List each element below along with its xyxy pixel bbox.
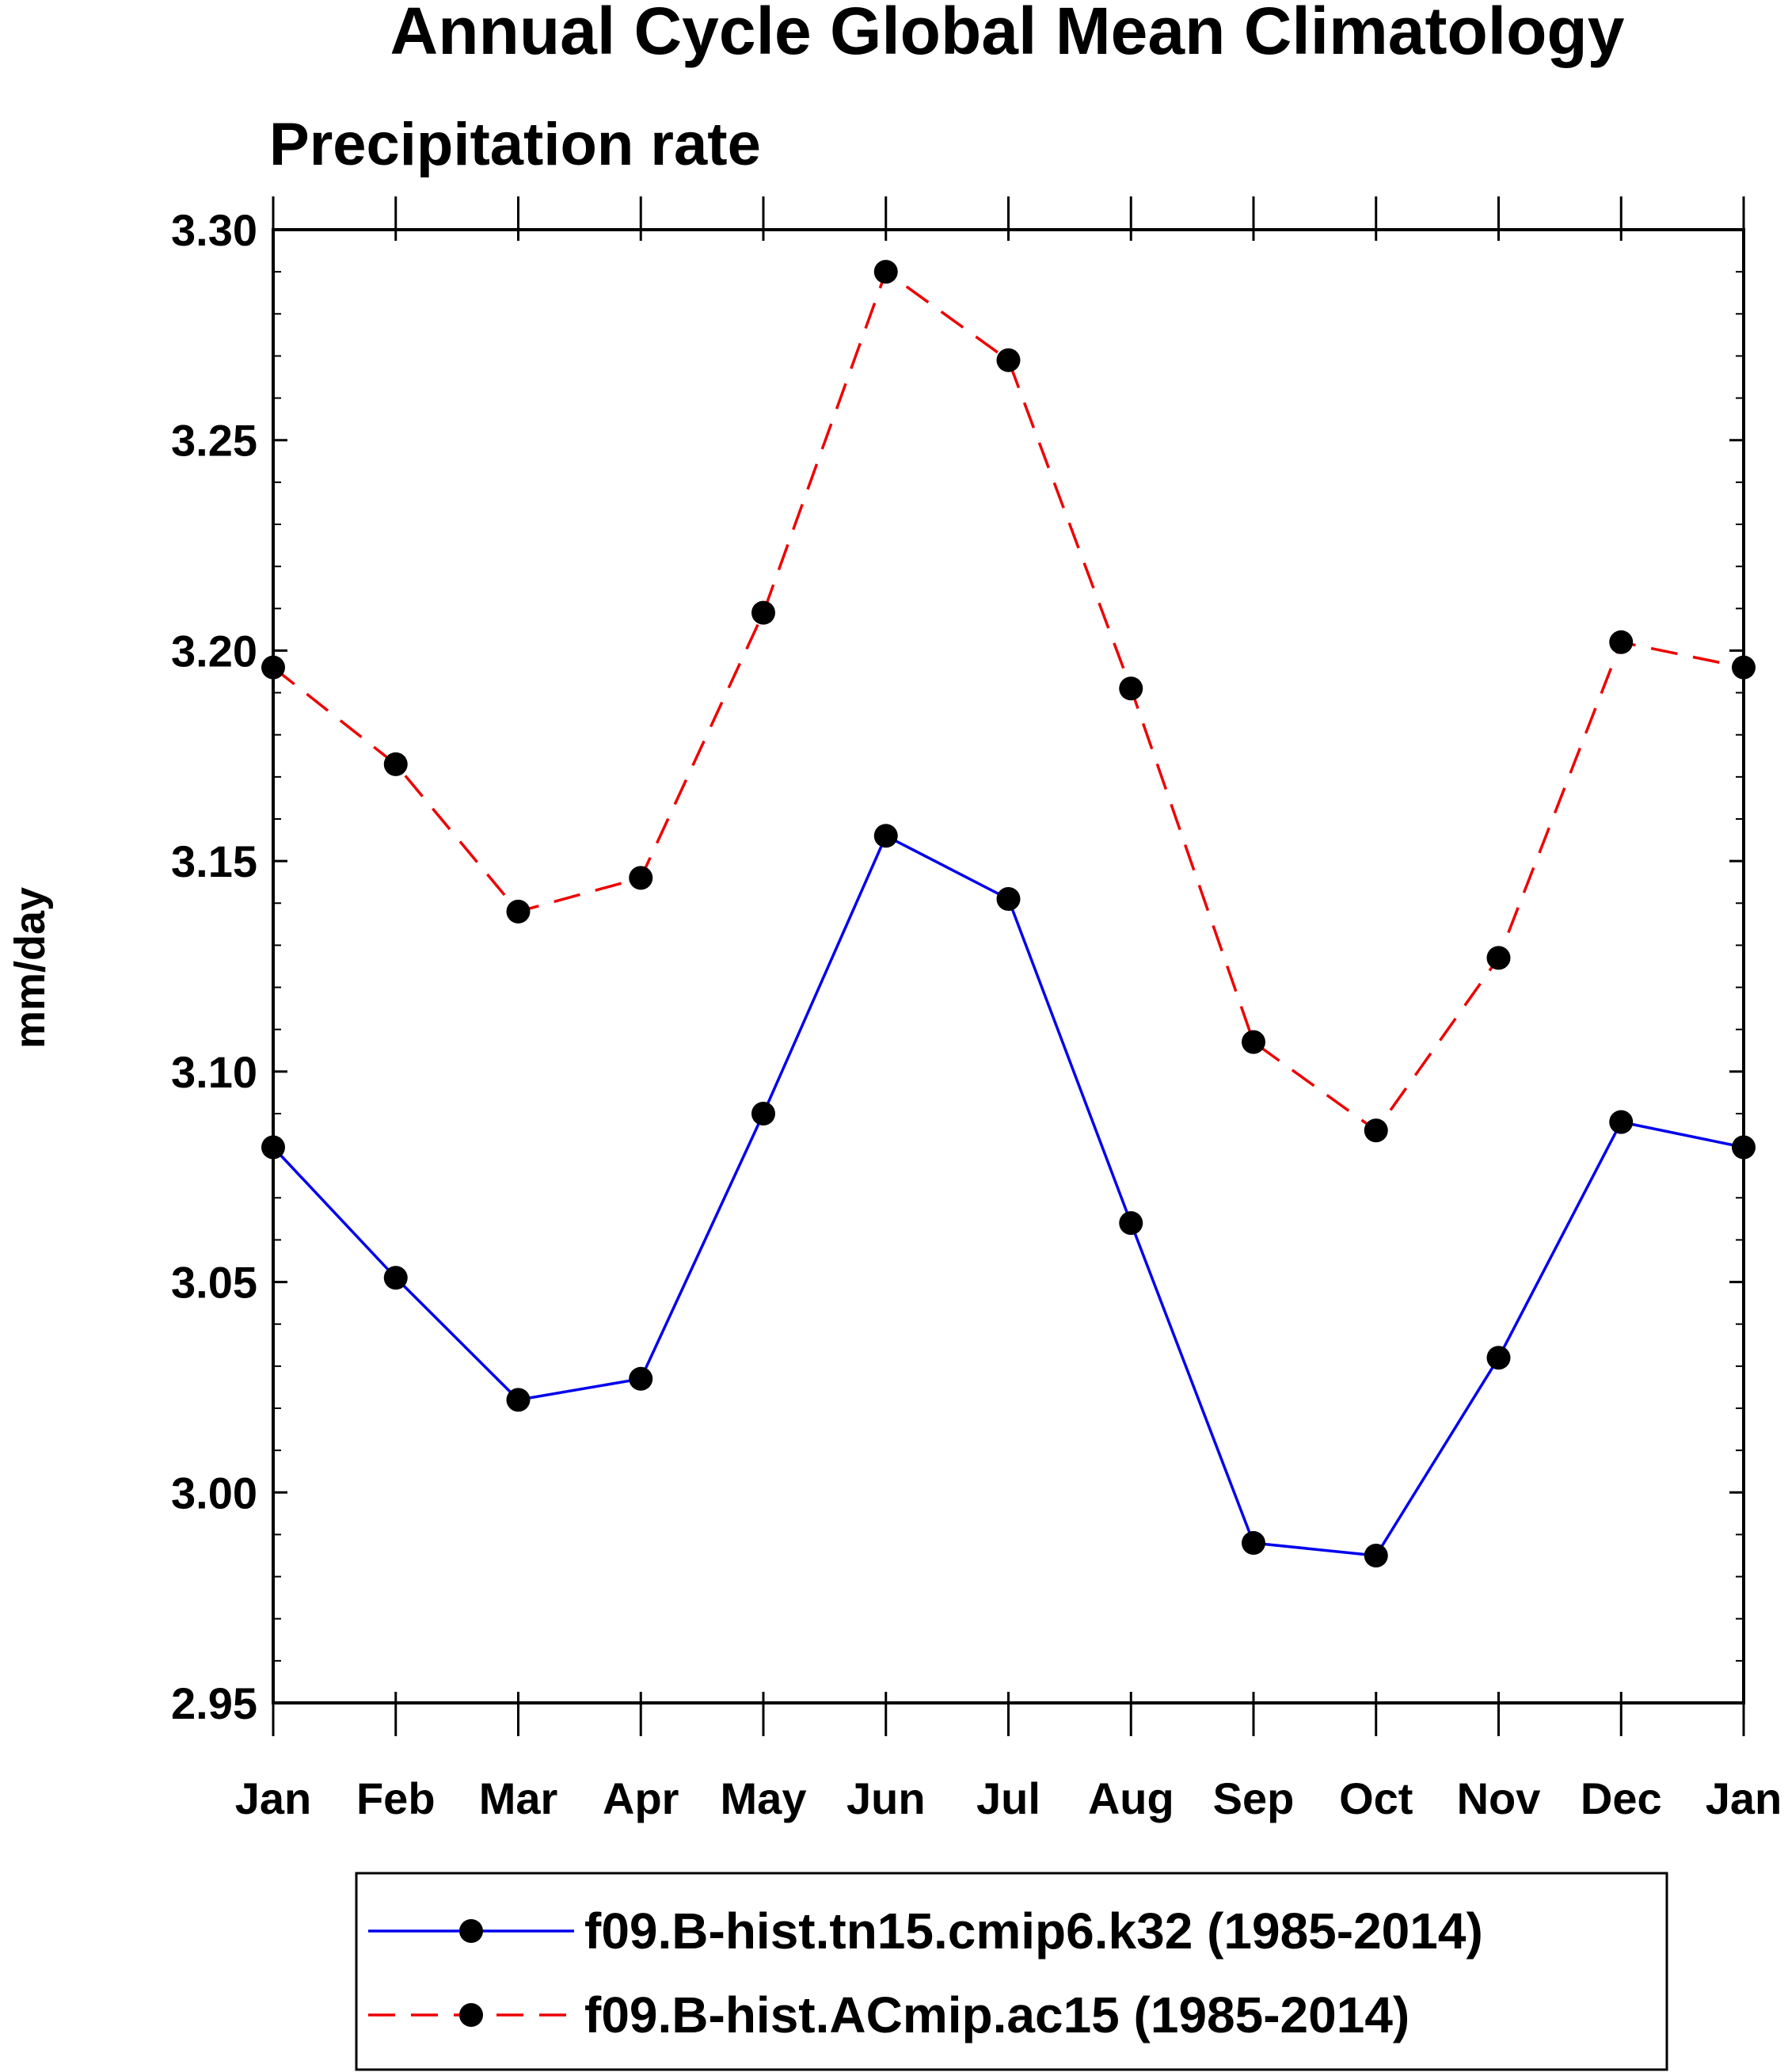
y-tick-label: 3.10	[171, 1047, 257, 1097]
series-2-point	[506, 899, 531, 924]
axis-ticks	[272, 196, 1745, 1736]
series-1-point	[873, 824, 898, 848]
series-2-point	[996, 348, 1021, 372]
series-2-point	[1242, 1030, 1265, 1054]
x-tick-label: Jan	[1706, 1773, 1782, 1823]
series-line-2	[272, 269, 1744, 1133]
series-2-point	[751, 600, 775, 625]
series-1-point	[383, 1266, 408, 1290]
legend-box	[355, 1872, 1668, 2071]
series-1-point	[261, 1135, 285, 1160]
y-tick-label: 3.05	[171, 1258, 257, 1308]
legend: f09.B-hist.tn15.cmip6.k32 (1985-2014) f09…	[368, 1903, 1483, 2043]
y-tick-label: 2.95	[171, 1678, 257, 1728]
series-2-point	[1609, 630, 1634, 654]
y-axis-label: mm/day	[6, 887, 54, 1049]
series-line-1	[272, 833, 1744, 1557]
series-1-point	[1486, 1346, 1511, 1370]
y-tick-label: 3.00	[171, 1468, 257, 1518]
chart-title: Annual Cycle Global Mean Climatology	[390, 0, 1625, 68]
series-2-point	[383, 752, 408, 776]
series-2-point	[1119, 676, 1143, 701]
y-tick-label: 3.15	[171, 836, 257, 886]
data-series	[261, 260, 1756, 1567]
plot-frame	[272, 228, 1745, 1704]
legend-marker-2	[459, 2003, 483, 2027]
legend-label-1: f09.B-hist.tn15.cmip6.k32 (1985-2014)	[584, 1903, 1483, 1960]
x-tick-label: Nov	[1457, 1773, 1541, 1823]
x-tick-label: Feb	[356, 1773, 436, 1823]
y-tick-label: 3.20	[171, 626, 257, 676]
series-1-point	[751, 1102, 775, 1126]
y-tick-labels: 2.95 3.00 3.05 3.10 3.15 3.20 3.25 3.30	[171, 205, 257, 1728]
series-2-point	[873, 260, 898, 284]
series-1-point	[1119, 1211, 1143, 1236]
series-1-point	[996, 886, 1021, 911]
series-1-point	[1732, 1135, 1756, 1160]
x-tick-label: Jul	[976, 1773, 1040, 1823]
x-tick-label: Dec	[1581, 1773, 1662, 1823]
series-1-point	[1242, 1531, 1265, 1556]
legend-label-2: f09.B-hist.ACmip.ac15 (1985-2014)	[584, 1986, 1409, 2043]
series-1-point	[1364, 1544, 1388, 1567]
y-tick-label: 3.30	[171, 205, 257, 255]
series-2-point	[261, 655, 285, 680]
x-tick-label: Jun	[846, 1773, 926, 1823]
series-2-point	[1364, 1118, 1388, 1143]
series-1-point	[629, 1366, 653, 1391]
series-1-point	[506, 1388, 531, 1412]
series-2-point	[629, 866, 653, 890]
x-tick-label: Mar	[479, 1773, 558, 1823]
series-1-point	[1609, 1110, 1634, 1134]
x-tick-label: May	[721, 1773, 807, 1823]
x-tick-label: Aug	[1088, 1773, 1174, 1823]
series-2-point	[1486, 946, 1511, 970]
x-tick-label: Apr	[603, 1773, 679, 1823]
y-tick-label: 3.25	[171, 416, 257, 466]
x-tick-label: Jan	[235, 1773, 312, 1823]
x-tick-label: Sep	[1213, 1773, 1295, 1823]
legend-marker-1	[459, 1919, 483, 1943]
series-2-point	[1732, 655, 1756, 680]
x-tick-labels: Jan Feb Mar Apr May Jun Jul Aug Sep Oct Nov Dec Jan	[235, 1773, 1782, 1823]
chart-subtitle: Precipitation rate	[269, 111, 761, 178]
x-tick-label: Oct	[1339, 1773, 1413, 1823]
